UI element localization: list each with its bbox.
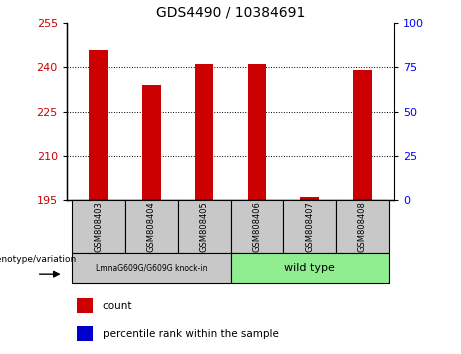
Text: GSM808403: GSM808403 [94, 201, 103, 252]
Text: LmnaG609G/G609G knock-in: LmnaG609G/G609G knock-in [95, 264, 207, 273]
Bar [177, 200, 230, 253]
Bar [142, 85, 160, 200]
Title: GDS4490 / 10384691: GDS4490 / 10384691 [156, 5, 305, 19]
Bar [77, 298, 93, 313]
Bar [284, 200, 336, 253]
Bar [72, 253, 230, 283]
Bar [77, 326, 93, 341]
Text: percentile rank within the sample: percentile rank within the sample [103, 329, 279, 339]
Text: count: count [103, 301, 132, 311]
Text: GSM808408: GSM808408 [358, 201, 367, 252]
Bar [230, 200, 284, 253]
Text: GSM808407: GSM808407 [305, 201, 314, 252]
Bar [72, 200, 125, 253]
Text: GSM808405: GSM808405 [200, 201, 209, 252]
Bar [301, 197, 319, 200]
Text: wild type: wild type [284, 263, 335, 273]
Bar [353, 70, 372, 200]
Bar [230, 253, 389, 283]
Bar [248, 64, 266, 200]
Text: genotype/variation: genotype/variation [0, 255, 77, 264]
Bar [89, 50, 108, 200]
Bar [125, 200, 177, 253]
Bar [336, 200, 389, 253]
Text: GSM808406: GSM808406 [252, 201, 261, 252]
Text: GSM808404: GSM808404 [147, 201, 156, 252]
Bar [195, 64, 213, 200]
